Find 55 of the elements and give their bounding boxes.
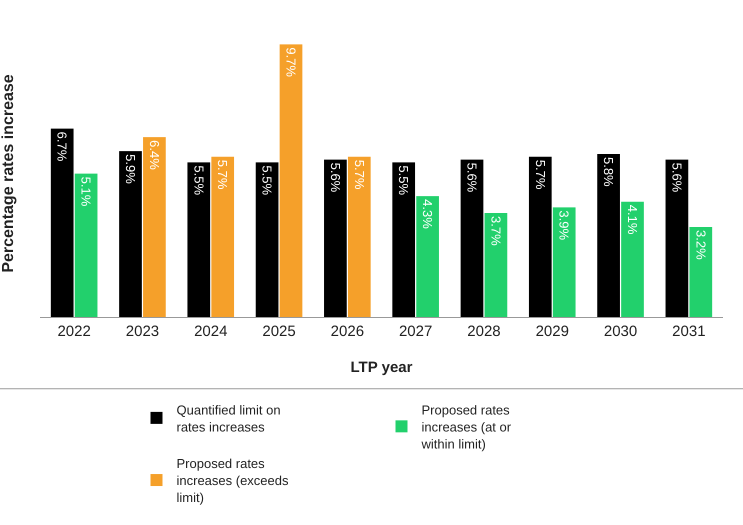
x-tick-label: 2024 [194,323,228,340]
bar [528,156,552,317]
x-tick-label: 2023 [126,323,160,340]
bar [74,174,98,317]
legend-label: Proposed rates increases (at or within limit) [420,402,512,452]
x-tick-label: 2025 [262,323,296,340]
bar [50,128,74,317]
bar [597,154,620,317]
x-tick-label: 2029 [536,323,569,340]
data-label: 5.6% [669,162,684,193]
bar [348,156,371,317]
bar [484,213,508,317]
data-label: 3.9% [556,210,572,240]
data-label: 5.7% [532,160,548,190]
data-label: 5.5% [260,165,275,196]
x-tick-label: 2027 [398,323,432,340]
bar [187,162,210,317]
x-tick-label: 2028 [467,323,501,340]
bar [552,207,576,317]
data-label: 4.1% [625,204,640,235]
data-label: 3.2% [693,230,708,260]
bar [460,160,484,317]
bar [256,162,278,317]
data-label: 3.7% [488,216,504,246]
data-label: 5.7% [352,160,367,190]
bar [211,156,234,317]
legend-label: Quantified limit on rates increases [176,402,281,434]
data-label: 5.9% [122,154,138,184]
y-axis-title: Percentage rates increase [0,74,17,273]
data-label: 5.8% [601,156,616,188]
data-label: 5.5% [191,165,206,196]
bar [689,227,712,317]
x-tick-label: 2030 [604,323,638,340]
bar [143,137,166,317]
bar [324,160,347,317]
data-label: 5.7% [215,160,230,190]
legend-label: Proposed rates increases (exceeds limit) [176,456,289,506]
data-label: 4.3% [420,199,436,230]
data-label: 5.5% [396,165,412,196]
data-label: 5.6% [328,162,343,193]
data-label: 5.6% [464,162,480,193]
data-label: 6.7% [54,132,70,162]
data-label: 9.7% [284,47,299,78]
data-label: 5.1% [78,176,94,207]
data-label: 6.4% [146,140,162,170]
x-tick-label: 2022 [57,323,91,340]
bar [666,160,688,317]
x-tick-label: 2026 [330,323,364,340]
bar [416,196,439,317]
bar [119,151,142,317]
bar [280,44,302,317]
bar [621,202,644,317]
bar [392,162,416,317]
x-tick-label: 2031 [672,323,706,340]
x-axis-title: LTP year [350,359,413,376]
